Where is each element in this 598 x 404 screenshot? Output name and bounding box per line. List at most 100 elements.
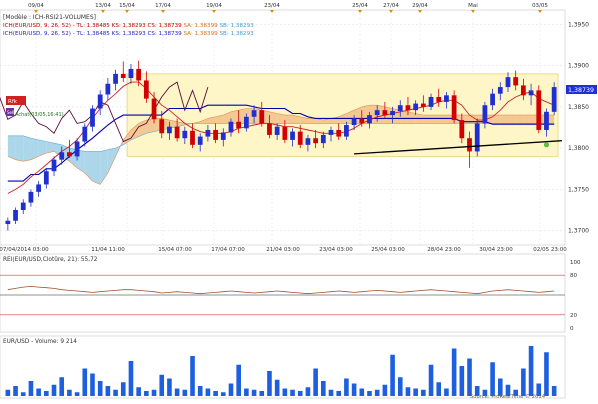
volume-title: EUR/USD - Volume: 9 214: [3, 339, 77, 345]
volume-bar: [20, 392, 26, 396]
volume-bar: [190, 356, 195, 396]
signal-tag-box: [6, 96, 26, 105]
volume-bar: [151, 389, 157, 396]
volume-bar: [474, 386, 480, 396]
volume-bar: [313, 368, 318, 396]
volume-bar: [505, 384, 511, 396]
volume-bar: [136, 387, 141, 396]
session-marker: [125, 10, 129, 13]
volume-bar: [128, 361, 134, 396]
top-date-label: 03/05: [532, 3, 548, 9]
volume-bar: [13, 386, 18, 396]
session-marker: [270, 10, 274, 13]
volume-bar: [444, 388, 449, 396]
volume-bar: [113, 389, 118, 396]
volume-bar: [428, 364, 434, 396]
volume-bar: [513, 389, 518, 396]
volume-bar: [305, 387, 311, 396]
candle-body: [174, 126, 180, 139]
candle-body: [197, 136, 203, 145]
cloud-segment: [207, 116, 216, 124]
candle-body: [228, 121, 234, 133]
candle-body: [474, 123, 480, 152]
candle-body: [167, 126, 172, 134]
volume-bar: [367, 391, 372, 396]
price-tick-label: 1,3850: [568, 104, 589, 111]
candle-body: [243, 116, 249, 129]
candle-body: [497, 87, 503, 94]
volume-bar: [521, 368, 526, 396]
candle-body: [351, 118, 357, 126]
price-tick-label: 1,3750: [568, 186, 589, 193]
volume-bar: [82, 368, 88, 396]
candle-body: [344, 125, 349, 137]
candle-body: [405, 105, 411, 111]
candle-body: [428, 96, 434, 107]
candle-body: [151, 98, 157, 120]
price-badge: 1,38739: [568, 87, 594, 94]
candle-body: [159, 119, 165, 134]
candle-body: [528, 90, 534, 96]
ich-legend-1: ICH(EUR/USD, 9, 26, 52) - TL: 1,38485 KS…: [3, 23, 254, 29]
candle-body: [297, 131, 303, 145]
bottom-date-label: 25/04 03:00: [371, 247, 405, 253]
candle-body: [459, 120, 465, 139]
cloud-segment: [284, 115, 293, 124]
price-tick-label: 1,3700: [568, 228, 589, 235]
volume-bar: [551, 386, 557, 396]
cloud-segment: [7, 135, 16, 160]
candle-body: [536, 90, 542, 130]
cloud-segment: [200, 118, 208, 124]
candle-body: [467, 138, 472, 152]
candle-body: [205, 129, 211, 137]
cloud-segment: [269, 111, 278, 124]
volume-bar: [328, 389, 334, 396]
candle-body: [128, 68, 134, 78]
top-date-label: 13/04: [95, 3, 111, 9]
candle-body: [282, 126, 288, 140]
bottom-date-axis: 07/04/2014 03:00 11/04 11:00 15/04 07:00 17…: [0, 247, 567, 253]
candle-body: [251, 110, 257, 117]
volume-bar: [197, 386, 203, 396]
session-marker: [358, 10, 362, 13]
volume-bar: [451, 348, 457, 396]
rsi-level-label: 0: [570, 326, 574, 332]
volume-bar: [213, 391, 218, 396]
volume-bar: [105, 386, 111, 396]
rsi-line: [7, 285, 555, 295]
senkou-span-a-line: [7, 104, 555, 185]
candle-body: [420, 103, 426, 107]
cloud-segment: [423, 115, 432, 124]
price-y-axis: 1,3950 1,3900 1,3850 1,3800 1,3750 1,3700: [568, 21, 589, 234]
volume-bar: [44, 391, 49, 396]
candle-body: [143, 80, 149, 99]
volume-bar: [382, 384, 388, 396]
volume-bar: [182, 389, 188, 396]
volume-bar: [5, 389, 11, 396]
top-date-label: 15/04: [119, 3, 135, 9]
candle-body: [436, 96, 442, 102]
candle-body: [51, 159, 57, 172]
volume-bar: [297, 391, 303, 396]
cloud-segment: [431, 115, 439, 124]
rsi-title: REI(EUR/USD,Clotûre, 21): 55,72: [3, 256, 98, 263]
cloud-segment: [438, 115, 447, 124]
rsi-plot: 100 80 20 0: [0, 260, 581, 332]
volume-bar: [251, 389, 257, 396]
volume-bar: [359, 388, 365, 396]
candle-body: [413, 103, 419, 111]
volume-bar: [28, 381, 34, 396]
volume-bar: [228, 383, 234, 396]
candle-body: [328, 129, 334, 135]
candle-body: [544, 111, 549, 130]
cloud-segment: [15, 135, 24, 162]
bottom-date-label: 11/04 11:00: [91, 247, 125, 253]
candle-body: [90, 108, 95, 127]
volume-bar: [90, 373, 95, 396]
candle-body: [336, 129, 342, 137]
volume-bar: [205, 388, 211, 396]
volume-bar: [490, 362, 495, 396]
top-date-label: 25/04: [352, 3, 368, 9]
